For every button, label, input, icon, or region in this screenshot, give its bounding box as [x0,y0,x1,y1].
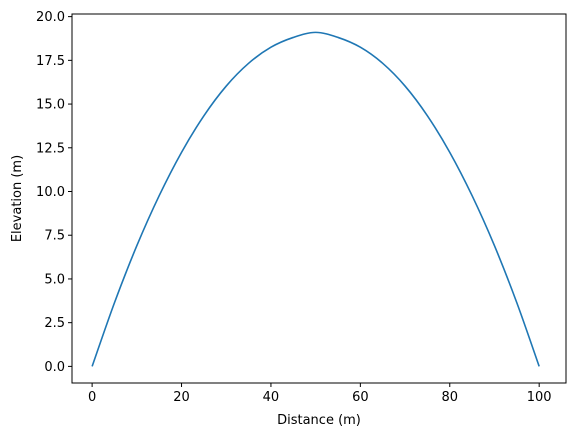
x-tick-label: 80 [441,390,458,405]
series-layer [91,31,540,367]
x-axis-label: Distance (m) [277,413,361,428]
y-axis-label: Elevation (m) [10,155,25,242]
x-tick-label: 100 [527,390,552,405]
y-tick-label: 7.5 [44,229,65,244]
plot-frame [71,13,567,384]
y-tick-label: 10.0 [36,185,65,200]
series-line-elevation [91,31,540,367]
y-tick-label: 20.0 [36,10,65,25]
y-tick-label: 0.0 [44,360,65,375]
x-tick-label: 40 [263,390,280,405]
x-tick-label: 60 [352,390,369,405]
ticks-layer: 0 20 40 60 80 100 0.0 2.5 5.0 7.5 10.0 12.5 15.0 17.5… [36,10,552,405]
y-tick-label: 17.5 [36,54,65,69]
y-tick-label: 5.0 [44,272,65,287]
y-tick-label: 15.0 [36,98,65,113]
x-tick-label: 20 [173,390,190,405]
y-tick-label: 12.5 [36,141,65,156]
y-tick-label: 2.5 [44,316,65,331]
x-tick-label: 0 [88,390,96,405]
